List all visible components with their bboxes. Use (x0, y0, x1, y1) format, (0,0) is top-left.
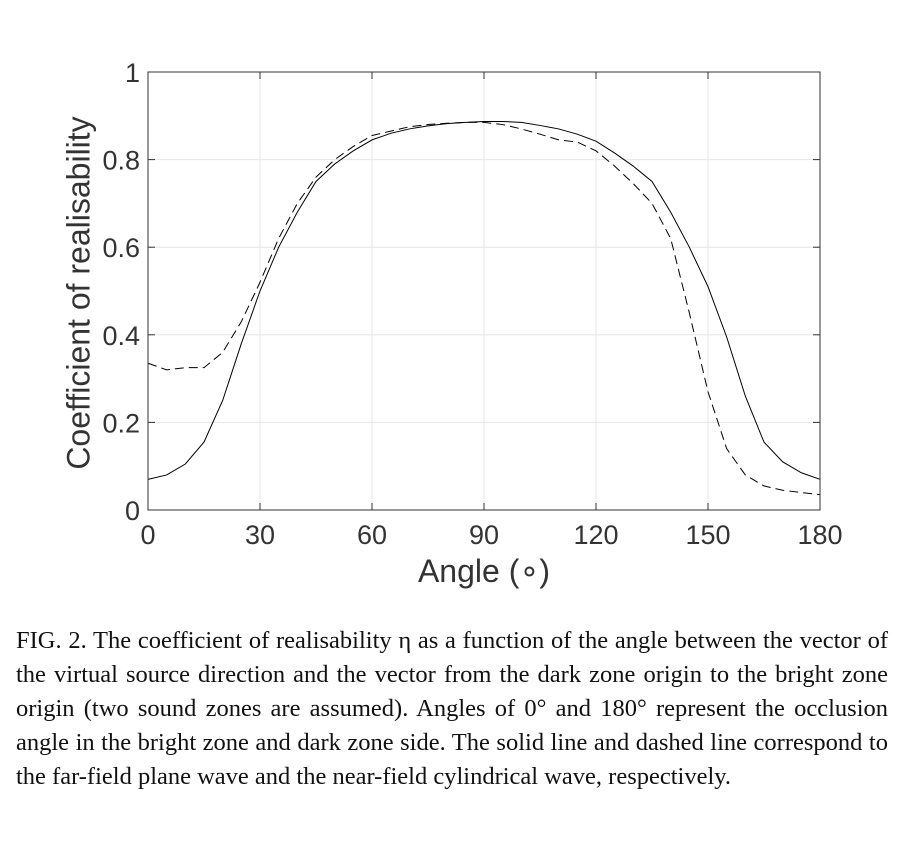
x-tick-label: 150 (685, 520, 730, 550)
y-tick-label: 0 (125, 496, 140, 526)
dashed-series-line (147, 121, 821, 496)
x-axis-title: Angle (∘) (418, 553, 550, 589)
y-tick-label: 0.6 (102, 233, 140, 263)
figure-caption: FIG. 2. The coefficient of realisability… (16, 627, 888, 790)
y-tick-label: 0.2 (102, 408, 140, 438)
realisability-chart: 0 30 60 90 120 150 180 0 0.2 0.4 0.6 0.8 1 Angle (∘)… (60, 58, 842, 589)
series-layer (147, 120, 821, 496)
figure: 0 30 60 90 120 150 180 0 0.2 0.4 0.6 0.8 1 Angle (∘)… (60, 58, 842, 589)
tick-labels: 0 30 60 90 120 150 180 0 0.2 0.4 0.6 0.8 1 (102, 58, 842, 550)
y-tick-label: 1 (125, 58, 140, 88)
x-tick-label: 60 (357, 520, 387, 550)
x-tick-label: 120 (573, 520, 618, 550)
x-tick-label: 0 (140, 520, 155, 550)
axes-layer (147, 71, 821, 511)
grid-layer (148, 72, 820, 510)
x-tick-label: 30 (245, 520, 275, 550)
solid-series-line (147, 120, 821, 480)
y-tick-label: 0.4 (102, 321, 140, 351)
axes-box (147, 71, 821, 511)
y-axis-title: Coefficient of realisability (60, 116, 96, 469)
x-tick-label: 180 (797, 520, 842, 550)
y-tick-label: 0.8 (102, 146, 140, 176)
x-tick-label: 90 (469, 520, 499, 550)
